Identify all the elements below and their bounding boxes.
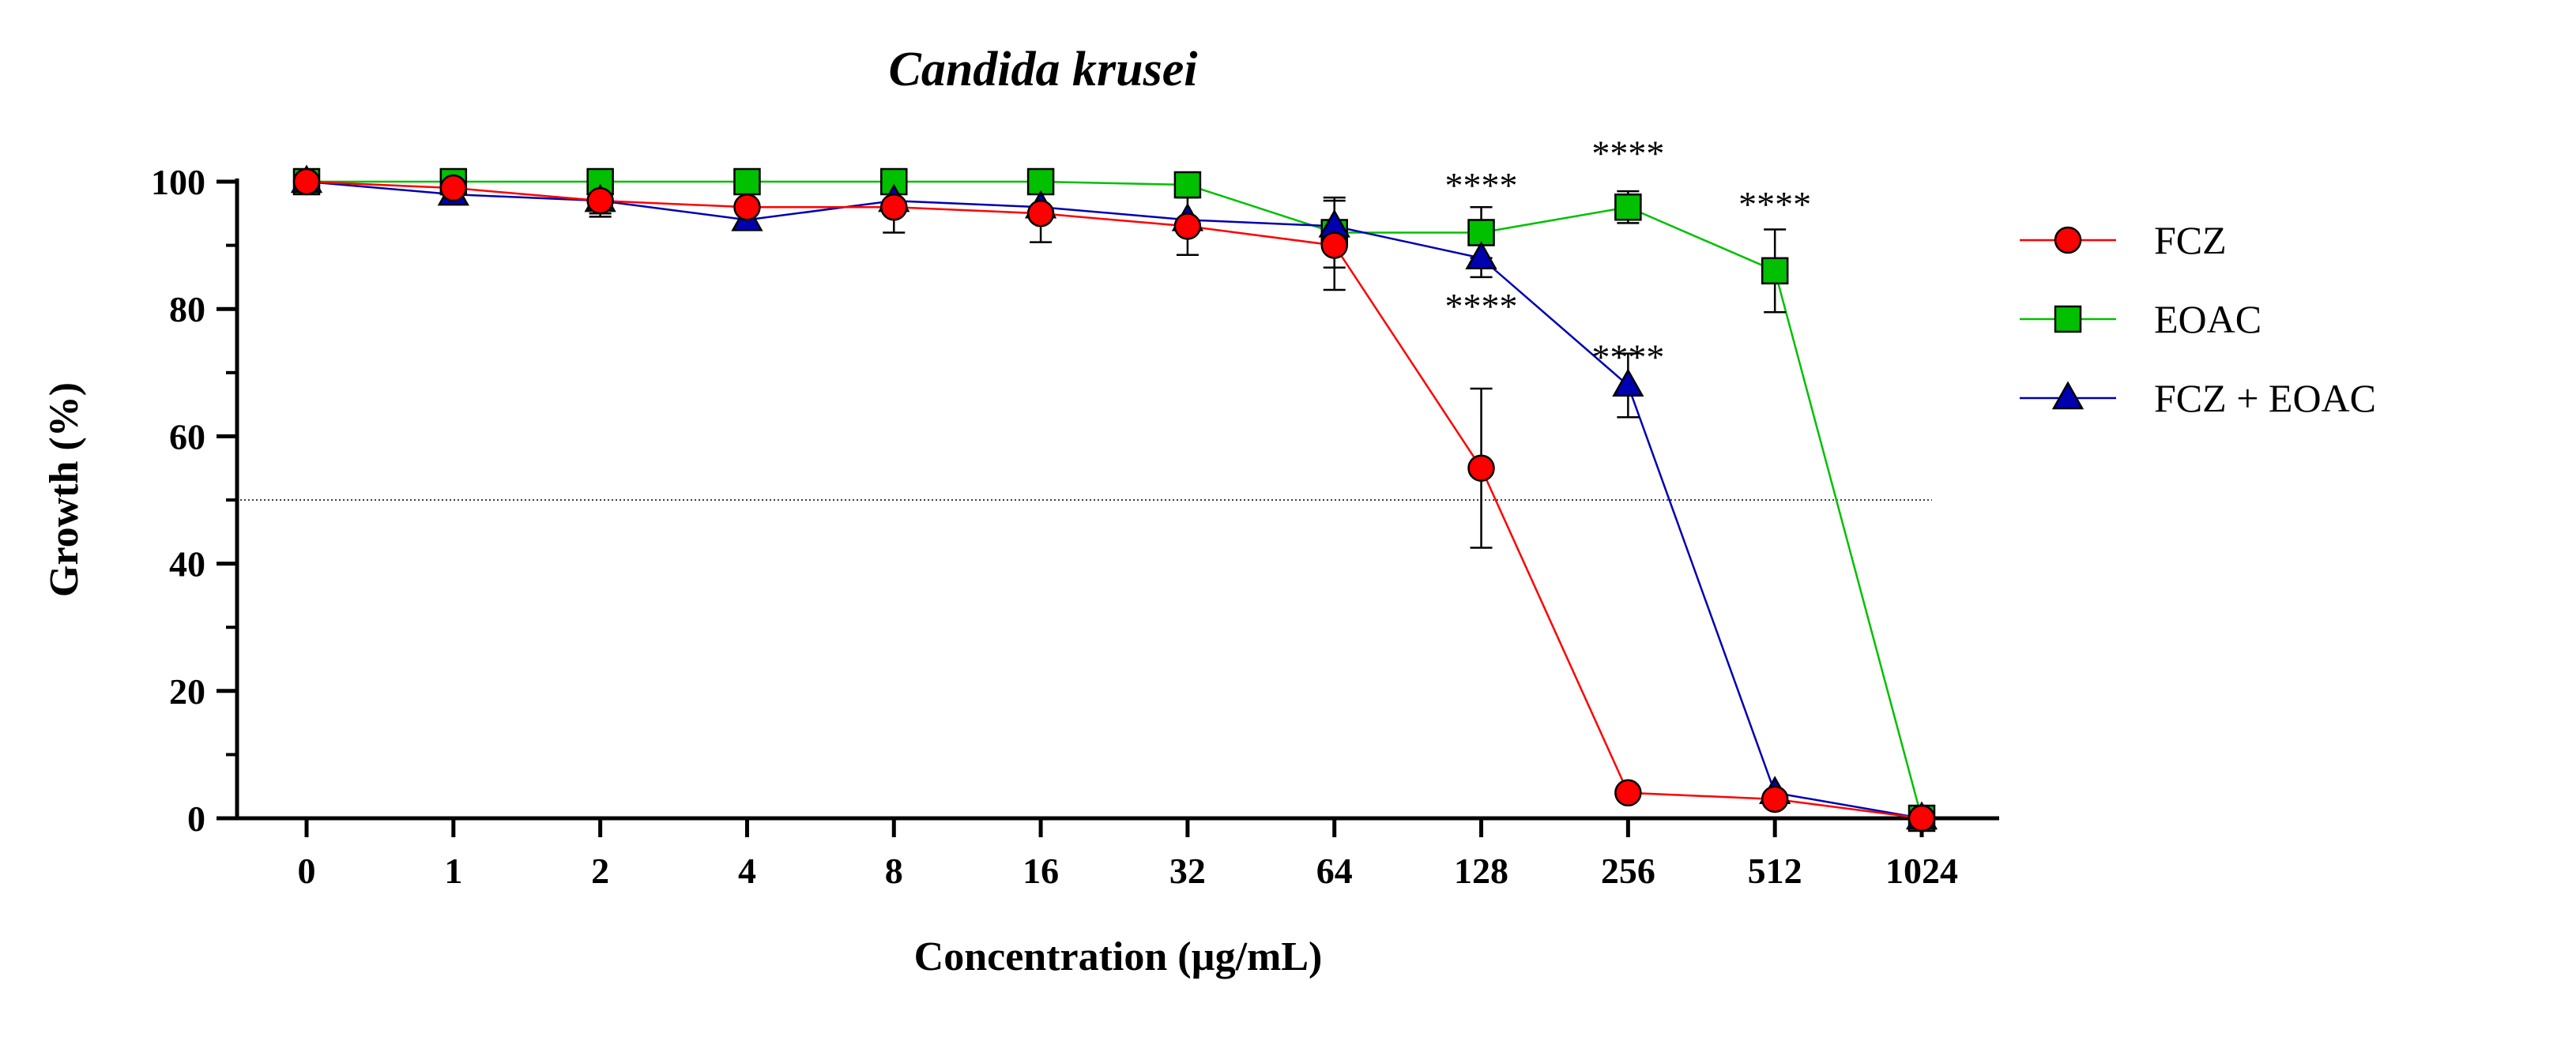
data-point-fcz: [1026, 200, 1055, 227]
data-point-eoac: [1173, 171, 1202, 199]
data-point-eoac: [880, 167, 908, 196]
y-tick-label: 80: [169, 289, 205, 329]
x-tick-label: 0: [298, 851, 316, 891]
y-tick-label: 60: [169, 416, 205, 457]
data-point-fcz: [1908, 804, 1936, 832]
significance-label: ****: [1445, 165, 1518, 205]
significance-label: ****: [1738, 184, 1811, 224]
x-tick-label: 1024: [1885, 851, 1958, 891]
legend-marker-fcz: [2054, 226, 2082, 254]
series-line-eoac: [307, 180, 1923, 819]
data-point-fcz: [1173, 212, 1202, 240]
x-tick-label: 16: [1022, 851, 1059, 891]
series-line-fcz-eoac: [306, 180, 1923, 820]
x-axis-title: Concentration (µg/mL): [914, 934, 1323, 979]
x-tick-label: 64: [1316, 851, 1353, 891]
significance-label: ****: [1591, 337, 1664, 378]
y-axis-title: Growth (%): [42, 382, 87, 597]
y-tick-label: 100: [151, 162, 205, 202]
legend-marker-fcz-eoac: [2051, 381, 2085, 410]
legend-label-fcz-eoac: FCZ + EOAC: [2154, 376, 2376, 420]
data-point-fcz: [292, 167, 321, 196]
data-point-fcz: [1467, 454, 1495, 482]
data-point-fcz: [1320, 231, 1348, 259]
x-tick-label: 32: [1169, 851, 1206, 891]
legend-label-eoac: EOAC: [2154, 297, 2262, 341]
data-point-fcz: [880, 193, 908, 221]
data-point-fcz: [1614, 779, 1642, 807]
x-tick-label: 256: [1601, 851, 1655, 891]
data-point-fcz-eoac: [1612, 368, 1644, 397]
x-tick-label: 1: [444, 851, 462, 891]
data-point-eoac: [733, 167, 761, 196]
significance-label: ****: [1445, 286, 1518, 326]
series-line-fcz: [306, 180, 1923, 820]
data-point-eoac: [1614, 193, 1642, 221]
data-point-fcz: [1761, 785, 1789, 814]
x-tick-label: 512: [1748, 851, 1802, 891]
data-point-fcz: [586, 186, 614, 215]
legend-label-fcz: FCZ: [2154, 218, 2227, 262]
data-point-fcz: [439, 174, 468, 202]
x-tick-label: 4: [738, 851, 756, 891]
data-point-fcz-eoac: [1465, 241, 1497, 269]
y-tick-label: 0: [187, 799, 205, 839]
legend-marker-eoac: [2054, 305, 2082, 333]
data-point-eoac: [1761, 257, 1789, 285]
significance-label: ****: [1591, 133, 1664, 174]
y-tick-label: 40: [169, 544, 205, 584]
y-tick-label: 20: [169, 671, 205, 712]
x-tick-label: 2: [591, 851, 609, 891]
data-point-fcz: [733, 193, 761, 221]
x-tick-label: 128: [1454, 851, 1508, 891]
chart-title: Candida krusei: [888, 43, 1197, 96]
x-tick-label: 8: [885, 851, 903, 891]
data-point-eoac: [1467, 219, 1495, 246]
